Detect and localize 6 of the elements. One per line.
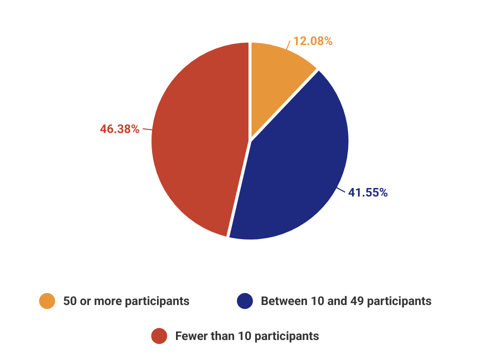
legend-label: Between 10 and 49 participants — [260, 294, 432, 308]
legend-label: Fewer than 10 participants — [175, 329, 320, 344]
data-label: 12.08% — [293, 34, 334, 48]
data-label: 41.55% — [348, 185, 388, 200]
data-label: 46.38% — [100, 122, 140, 136]
legend-label: 50 or more participants — [63, 294, 190, 308]
